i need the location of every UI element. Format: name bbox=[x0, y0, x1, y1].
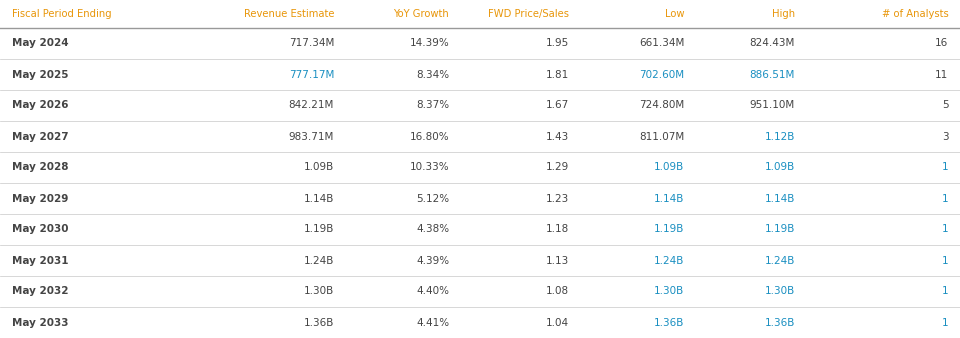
Text: 1.43: 1.43 bbox=[546, 131, 569, 142]
Text: 886.51M: 886.51M bbox=[750, 70, 795, 79]
Text: 1: 1 bbox=[942, 287, 948, 296]
Text: 1.24B: 1.24B bbox=[654, 256, 684, 266]
Bar bbox=[0, 276, 960, 307]
Text: May 2030: May 2030 bbox=[12, 224, 68, 235]
Text: 724.80M: 724.80M bbox=[639, 100, 684, 111]
Text: 1.81: 1.81 bbox=[546, 70, 569, 79]
Text: 1.95: 1.95 bbox=[546, 39, 569, 48]
Text: 1.12B: 1.12B bbox=[764, 131, 795, 142]
Text: 1.09B: 1.09B bbox=[764, 163, 795, 172]
Text: 661.34M: 661.34M bbox=[639, 39, 684, 48]
Text: 1.30B: 1.30B bbox=[654, 287, 684, 296]
Bar bbox=[0, 90, 960, 121]
Text: 11: 11 bbox=[935, 70, 948, 79]
Text: 1.18: 1.18 bbox=[546, 224, 569, 235]
Text: 1.36B: 1.36B bbox=[303, 317, 334, 328]
Text: 1.14B: 1.14B bbox=[654, 193, 684, 203]
Text: 951.10M: 951.10M bbox=[750, 100, 795, 111]
Bar bbox=[0, 183, 960, 214]
Text: 4.40%: 4.40% bbox=[417, 287, 449, 296]
Text: High: High bbox=[772, 9, 795, 19]
Text: 1.36B: 1.36B bbox=[654, 317, 684, 328]
Text: 702.60M: 702.60M bbox=[639, 70, 684, 79]
Bar bbox=[0, 307, 960, 338]
Text: # of Analysts: # of Analysts bbox=[881, 9, 948, 19]
Text: FWD Price/Sales: FWD Price/Sales bbox=[489, 9, 569, 19]
Text: May 2026: May 2026 bbox=[12, 100, 68, 111]
Text: 1.19B: 1.19B bbox=[654, 224, 684, 235]
Text: 1.09B: 1.09B bbox=[303, 163, 334, 172]
Bar bbox=[0, 152, 960, 183]
Text: 983.71M: 983.71M bbox=[289, 131, 334, 142]
Text: 1.30B: 1.30B bbox=[764, 287, 795, 296]
Text: Fiscal Period Ending: Fiscal Period Ending bbox=[12, 9, 111, 19]
Text: 842.21M: 842.21M bbox=[289, 100, 334, 111]
Text: 1.36B: 1.36B bbox=[764, 317, 795, 328]
Text: 1.08: 1.08 bbox=[546, 287, 569, 296]
Text: Revenue Estimate: Revenue Estimate bbox=[244, 9, 334, 19]
Text: 16.80%: 16.80% bbox=[410, 131, 449, 142]
Text: 16: 16 bbox=[935, 39, 948, 48]
Text: 1.24B: 1.24B bbox=[764, 256, 795, 266]
Text: 1: 1 bbox=[942, 163, 948, 172]
Text: May 2025: May 2025 bbox=[12, 70, 68, 79]
Text: 1.19B: 1.19B bbox=[764, 224, 795, 235]
Text: 1: 1 bbox=[942, 193, 948, 203]
Text: 1.04: 1.04 bbox=[546, 317, 569, 328]
Text: 777.17M: 777.17M bbox=[289, 70, 334, 79]
Text: 811.07M: 811.07M bbox=[639, 131, 684, 142]
Text: 1.19B: 1.19B bbox=[303, 224, 334, 235]
Text: May 2031: May 2031 bbox=[12, 256, 68, 266]
Text: May 2029: May 2029 bbox=[12, 193, 68, 203]
Text: 4.41%: 4.41% bbox=[416, 317, 449, 328]
Text: 1: 1 bbox=[942, 256, 948, 266]
Text: 5: 5 bbox=[942, 100, 948, 111]
Text: 1: 1 bbox=[942, 317, 948, 328]
Text: May 2033: May 2033 bbox=[12, 317, 68, 328]
Text: 1.09B: 1.09B bbox=[654, 163, 684, 172]
Text: May 2024: May 2024 bbox=[12, 39, 68, 48]
Text: May 2032: May 2032 bbox=[12, 287, 68, 296]
Text: 1.24B: 1.24B bbox=[303, 256, 334, 266]
Text: 824.43M: 824.43M bbox=[750, 39, 795, 48]
Text: 717.34M: 717.34M bbox=[289, 39, 334, 48]
Text: Low: Low bbox=[665, 9, 684, 19]
Text: 1: 1 bbox=[942, 224, 948, 235]
Text: 1.13: 1.13 bbox=[546, 256, 569, 266]
Text: 1.30B: 1.30B bbox=[303, 287, 334, 296]
Bar bbox=[0, 28, 960, 59]
Bar bbox=[0, 121, 960, 152]
Text: 10.33%: 10.33% bbox=[410, 163, 449, 172]
Text: 8.34%: 8.34% bbox=[416, 70, 449, 79]
Text: YoY Growth: YoY Growth bbox=[394, 9, 449, 19]
Text: 1.23: 1.23 bbox=[546, 193, 569, 203]
Text: 4.39%: 4.39% bbox=[416, 256, 449, 266]
Bar bbox=[0, 59, 960, 90]
Text: 14.39%: 14.39% bbox=[410, 39, 449, 48]
Text: May 2027: May 2027 bbox=[12, 131, 68, 142]
Bar bbox=[0, 214, 960, 245]
Text: 5.12%: 5.12% bbox=[416, 193, 449, 203]
Text: 8.37%: 8.37% bbox=[416, 100, 449, 111]
Text: 4.38%: 4.38% bbox=[416, 224, 449, 235]
Text: 1.67: 1.67 bbox=[546, 100, 569, 111]
Text: 1.14B: 1.14B bbox=[764, 193, 795, 203]
Text: 3: 3 bbox=[942, 131, 948, 142]
Text: 1.14B: 1.14B bbox=[303, 193, 334, 203]
Text: 1.29: 1.29 bbox=[546, 163, 569, 172]
Text: May 2028: May 2028 bbox=[12, 163, 68, 172]
Bar bbox=[0, 245, 960, 276]
